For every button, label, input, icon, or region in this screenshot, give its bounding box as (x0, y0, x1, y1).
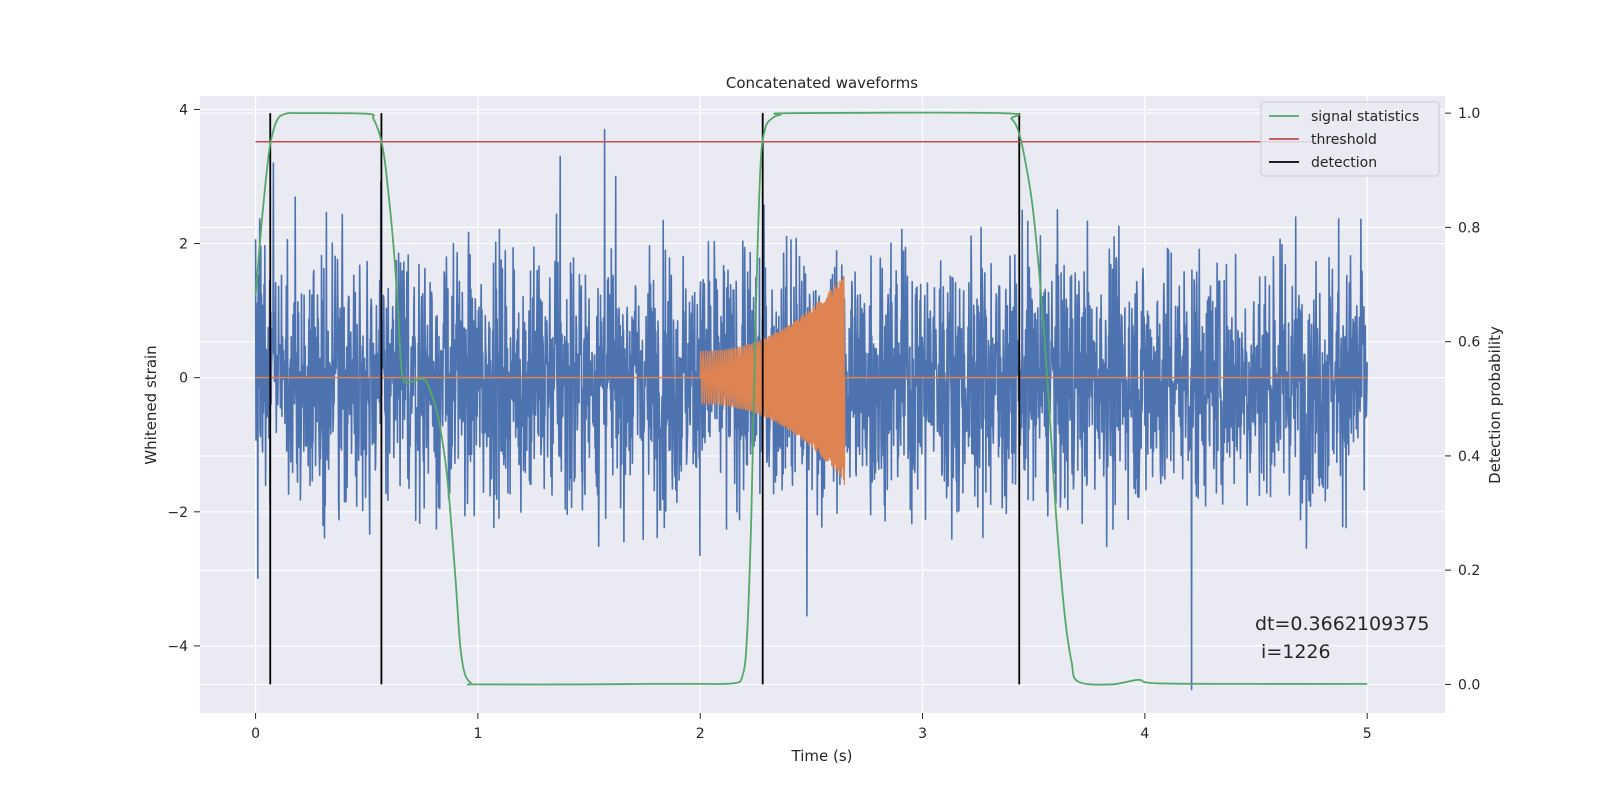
left-tick-label-2: 0 (179, 371, 188, 387)
legend-label-threshold: threshold (1311, 132, 1377, 148)
x-axis-label: Time (s) (791, 747, 853, 765)
right-tick-label-5: 1.0 (1458, 106, 1480, 122)
legend-label-detection: detection (1311, 155, 1377, 171)
x-tick-label-0: 0 (251, 726, 260, 742)
x-tick-label-2: 2 (696, 726, 705, 742)
left-axis-ticks: −4 −2 0 2 4 (167, 102, 200, 655)
right-axis-ticks: 0.0 0.2 0.4 0.6 0.8 1.0 (1445, 106, 1480, 693)
x-tick-label-4: 4 (1140, 726, 1149, 742)
x-tick-label-3: 3 (918, 726, 927, 742)
chart-title: Concatenated waveforms (726, 74, 918, 92)
left-tick-label-0: −4 (167, 639, 188, 655)
left-tick-label-1: −2 (167, 505, 188, 521)
right-tick-label-2: 0.4 (1458, 449, 1480, 465)
right-tick-label-0: 0.0 (1458, 677, 1480, 693)
left-tick-label-4: 4 (179, 102, 188, 118)
right-tick-label-4: 0.8 (1458, 220, 1480, 236)
injection-chirp (699, 276, 846, 486)
injection-waveform-series (255, 276, 1368, 486)
x-tick-label-1: 1 (473, 726, 482, 742)
x-tick-label-5: 5 (1363, 726, 1372, 742)
right-tick-label-3: 0.6 (1458, 335, 1480, 351)
legend-label-signal-statistics: signal statistics (1311, 109, 1419, 125)
x-axis-ticks: 0 1 2 3 4 5 (251, 713, 1372, 742)
legend-box (1260, 101, 1440, 177)
y-axis-label-left: Whitened strain (142, 345, 160, 464)
detection-lines (269, 113, 1021, 685)
annotation-dt: dt=0.3662109375 (1255, 613, 1429, 635)
left-tick-label-3: 2 (179, 237, 188, 253)
annotation-index: i=1226 (1255, 641, 1331, 663)
y-axis-label-right: Detection probability (1486, 326, 1504, 484)
legend: signal statistics threshold detection (1260, 101, 1440, 177)
signal-statistics-line (254, 111, 1368, 686)
annotation: dt=0.3662109375 i=1226 (1255, 613, 1429, 663)
right-tick-label-1: 0.2 (1458, 563, 1480, 579)
